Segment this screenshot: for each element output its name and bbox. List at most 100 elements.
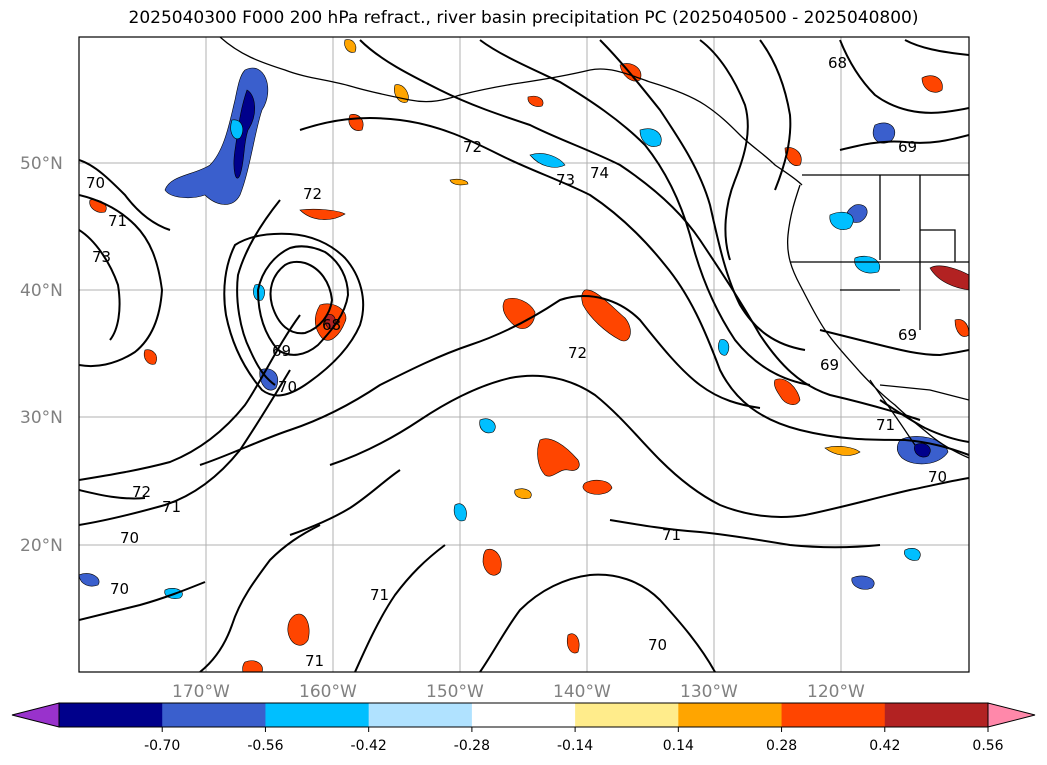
precip-blob [537,438,580,477]
precip-blob [529,153,566,168]
contour-line [79,489,146,500]
precip-blob [79,573,100,587]
contour-label: 69 [272,342,291,360]
lat-label-40: 40°N [20,281,63,301]
contour-line [879,399,969,443]
contour-label: 71 [662,526,681,544]
contour-line [256,245,350,356]
contour-label: 70 [110,580,129,598]
precip-blob [230,119,244,140]
precip-blob [774,378,801,405]
precip-blob [581,289,631,342]
longitude-labels: 170°W 160°W 150°W 140°W 130°W 120°W [172,682,865,702]
contour-label: 68 [828,54,847,72]
precip-blob [242,660,263,672]
colorbar-segment [162,703,266,727]
precip-blob [784,147,802,166]
contour-label: 73 [92,248,111,266]
contour-label: 70 [648,636,667,654]
contour-labels: 70 71 73 72 72 73 74 68 69 69 68 69 70 7… [86,54,947,670]
lon-label-120w: 120°W [807,682,865,702]
contour-label: 69 [898,326,917,344]
contour-line [359,39,921,421]
precip-blob [287,613,310,646]
contour-line [904,39,969,56]
contour-line [819,329,969,357]
colorbar-segment [368,703,473,727]
precip-blob [914,443,931,458]
coastlines [219,37,969,459]
coastline-us-mexico-border [879,384,969,401]
contour-line [759,39,792,191]
colorbar-tick-label: 0.42 [869,738,900,754]
colorbar-frame [58,702,989,728]
contour-line [839,134,969,151]
contour-label: 72 [568,344,587,362]
precip-blob [143,349,157,365]
colorbar-tick-label: 0.14 [663,738,694,754]
colorbar-tick-label: 0.28 [766,738,797,754]
map-frame [78,36,970,673]
contour-label: 69 [820,356,839,374]
precip-blob [482,548,502,576]
precip-blob [824,446,861,456]
precip-blob [718,339,730,356]
precip-blob [921,75,943,93]
colorbar-segment [471,703,576,727]
chart-title: 2025040300 F000 200 hPa refract., river … [128,8,919,28]
contour-label: 73 [556,171,575,189]
precip-blob [851,575,875,590]
contour-line [199,295,761,466]
contour-label: 70 [120,529,139,547]
precip-blob [639,128,662,147]
contour-label: 71 [108,212,127,230]
contour-line [199,524,321,672]
contour-line [79,369,291,526]
contour-line [79,194,164,368]
contour-label: 70 [928,468,947,486]
map-background [79,37,969,672]
colorbar-segment [59,703,163,727]
coastline-alaska [219,37,803,186]
contour-label: 70 [278,378,297,396]
contour-line [479,573,716,672]
lon-label-140w: 140°W [553,682,611,702]
colorbar-extend-high [987,702,1036,728]
colorbar-segment [781,703,886,727]
lat-label-30: 30°N [20,408,63,428]
lat-label-50: 50°N [20,154,63,174]
precip-blob [325,314,336,330]
contour-line [269,260,334,335]
lon-label-150w: 150°W [426,682,484,702]
colorbar-segment [678,703,783,727]
contour-label: 72 [132,483,151,501]
contour-label: 72 [463,138,482,156]
colorbar-extend-low [11,702,60,728]
contour-label: 72 [303,185,322,203]
colorbar-tick-label: -0.56 [247,738,283,754]
colorbar-segment [265,703,370,727]
colorbar-segment [575,703,679,727]
precip-blob [164,67,269,205]
precip-blob [479,418,496,434]
refractivity-contours [79,39,969,672]
contour-label: 71 [876,416,895,434]
precip-blob [567,633,580,654]
lat-label-20: 20°N [20,536,63,556]
contour-line [236,199,281,386]
contour-line [79,314,301,481]
contour-line [289,469,401,536]
contour-line [839,39,969,114]
precip-blob [344,39,357,53]
precip-blob [854,255,880,274]
contour-line [79,581,206,621]
contour-line [299,117,969,456]
contour-line [329,374,969,518]
contour-line [699,39,749,261]
precip-blob [449,178,469,186]
precip-blob [829,211,854,230]
contour-label: 69 [898,138,917,156]
colorbar-tick-label: -0.14 [557,738,593,754]
precip-blob [299,208,346,220]
